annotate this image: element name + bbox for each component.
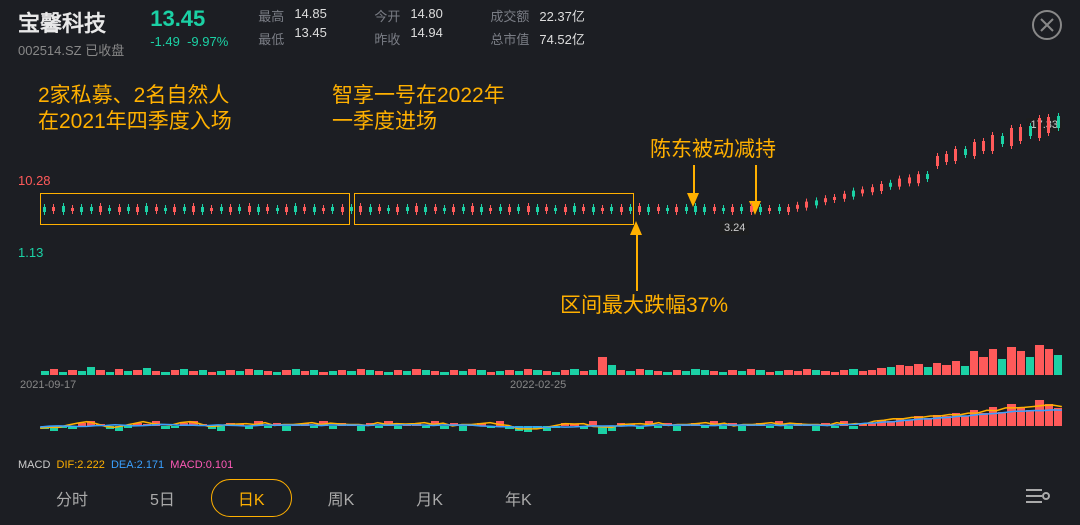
low-label: 最低 <box>258 29 284 48</box>
arrow-line-2 <box>755 165 757 203</box>
annotation-4: 区间最大跌幅37% <box>560 293 728 319</box>
annotation-2-line1: 智享一号在2022年 <box>332 83 505 109</box>
arrow-line-3 <box>636 231 638 291</box>
arrow-line-1 <box>693 165 695 195</box>
high-label: 最高 <box>258 6 284 25</box>
cap-label: 总市值 <box>490 29 529 48</box>
high-value: 14.85 <box>294 6 364 21</box>
prev-label: 昨收 <box>374 29 400 48</box>
cap-value: 74.52亿 <box>539 29 609 48</box>
change-pct: -9.97% <box>187 34 228 49</box>
amount-value: 22.37亿 <box>539 6 609 25</box>
stock-title-block: 宝馨科技 002514.SZ 已收盘 <box>18 6 124 59</box>
price-chart[interactable]: 10.28 1.13 17.33 3.24 2家私募、2名自然人 在2021年四… <box>0 63 1080 333</box>
amount-label: 成交额 <box>490 6 529 25</box>
stock-name: 宝馨科技 <box>18 6 124 38</box>
macd-lines <box>40 399 1062 450</box>
dea-label: DEA:2.171 <box>111 459 164 471</box>
change-abs: -1.49 <box>150 34 180 49</box>
date-left: 2021-09-17 <box>20 379 76 391</box>
arrow-up-icon <box>630 221 642 235</box>
tab-日K[interactable]: 日K <box>211 479 292 517</box>
macd-label: MACD <box>18 459 50 471</box>
volume-chart[interactable]: 2021-09-17 2022-02-25 <box>0 333 1080 389</box>
stock-code: 002514.SZ 已收盘 <box>18 40 124 59</box>
y-axis-bottom: 1.13 <box>18 245 43 260</box>
macd-legend: MACD DIF:2.222 DEA:2.171 MACD:0.101 <box>18 459 233 471</box>
annotation-3: 陈东被动减持 <box>650 137 776 163</box>
price-tag-low: 3.24 <box>720 221 749 235</box>
chart-settings-icon[interactable] <box>1024 486 1050 511</box>
tab-周K[interactable]: 周K <box>302 480 381 516</box>
close-button[interactable] <box>1032 10 1062 40</box>
tab-月K[interactable]: 月K <box>390 480 469 516</box>
macd-chart[interactable]: MACD DIF:2.222 DEA:2.171 MACD:0.101 <box>0 395 1080 471</box>
timeframe-tabs: 分时 5日日K 周K月K 年K <box>0 471 1080 525</box>
price-change: -1.49 -9.97% <box>150 34 228 49</box>
annotation-1-line1: 2家私募、2名自然人 <box>38 83 232 109</box>
stock-header: 宝馨科技 002514.SZ 已收盘 13.45 -1.49 -9.97% 最高… <box>0 0 1080 63</box>
tab-5日[interactable]: 5日 <box>124 480 201 516</box>
close-icon <box>1040 18 1054 32</box>
prev-value: 14.94 <box>410 25 480 40</box>
tab-分时[interactable]: 分时 <box>30 480 114 516</box>
y-axis-top: 10.28 <box>18 173 51 188</box>
open-label: 今开 <box>374 6 400 25</box>
annotation-2: 智享一号在2022年 一季度进场 <box>332 83 505 136</box>
volume-bars <box>40 341 1062 375</box>
last-price: 13.45 <box>150 6 228 32</box>
annotation-2-line2: 一季度进场 <box>332 109 505 135</box>
tab-年K[interactable]: 年K <box>479 480 558 516</box>
low-value: 13.45 <box>294 25 364 40</box>
annotation-1: 2家私募、2名自然人 在2021年四季度入场 <box>38 83 232 136</box>
date-right: 2022-02-25 <box>510 379 566 391</box>
stats-grid: 最高最低 14.85 13.45 今开昨收 14.80 14.94 成交额总市值 2… <box>258 6 1062 48</box>
annotation-1-line2: 在2021年四季度入场 <box>38 109 232 135</box>
price-block: 13.45 -1.49 -9.97% <box>150 6 228 49</box>
dif-label: DIF:2.222 <box>57 459 105 471</box>
macd-val-label: MACD:0.101 <box>170 459 233 471</box>
open-value: 14.80 <box>410 6 480 21</box>
candlestick-series <box>40 201 1062 217</box>
